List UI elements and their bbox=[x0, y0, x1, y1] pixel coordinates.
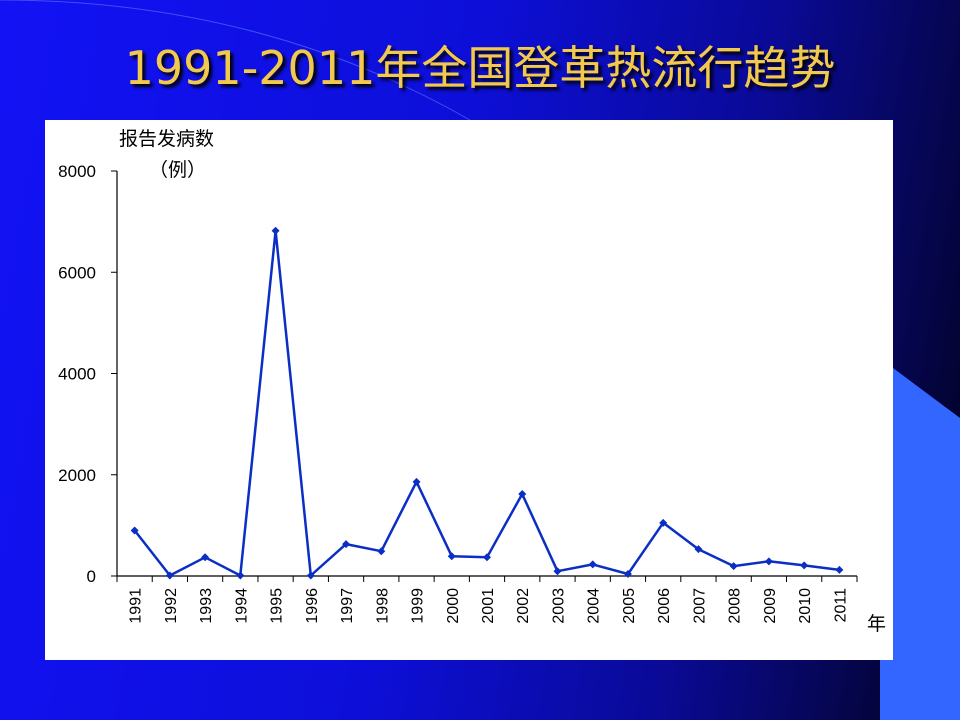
x-tick-label: 2010 bbox=[797, 588, 814, 624]
data-point-marker bbox=[165, 571, 174, 580]
data-point-marker bbox=[800, 561, 809, 570]
x-tick-label: 2000 bbox=[445, 588, 462, 624]
series-line bbox=[133, 229, 840, 577]
data-point-marker bbox=[201, 553, 210, 562]
x-tick-label: 2002 bbox=[515, 588, 532, 624]
y-tick-label: 2000 bbox=[58, 466, 96, 485]
data-point-marker bbox=[694, 545, 703, 554]
data-point-marker bbox=[659, 518, 668, 527]
slide-title: 1991-2011年全国登革热流行趋势 bbox=[124, 41, 836, 95]
data-point-marker bbox=[130, 526, 139, 535]
y-axis-label-line2: （例） bbox=[149, 159, 206, 181]
x-tick-label: 1993 bbox=[198, 588, 215, 624]
x-tick-label: 1992 bbox=[163, 588, 180, 624]
top-arc-decoration bbox=[0, 0, 471, 121]
x-axis-label: 年 bbox=[867, 613, 886, 635]
x-tick-label: 2003 bbox=[550, 588, 567, 624]
x-tick-label: 1999 bbox=[410, 588, 427, 624]
data-point-marker bbox=[764, 557, 773, 566]
data-point-marker bbox=[623, 569, 632, 578]
data-point-marker bbox=[835, 565, 844, 574]
series-group bbox=[130, 226, 844, 580]
axes-group bbox=[116, 171, 857, 577]
x-tick-label: 1996 bbox=[304, 588, 321, 624]
y-tick-label: 0 bbox=[87, 567, 96, 586]
x-tick-label: 1995 bbox=[269, 588, 286, 624]
data-point-marker bbox=[588, 560, 597, 569]
y-tick-label: 4000 bbox=[58, 365, 96, 384]
data-point-marker bbox=[306, 571, 315, 580]
x-tick-label: 1994 bbox=[233, 588, 250, 624]
x-tick-label: 2008 bbox=[727, 588, 744, 624]
y-tick-label: 6000 bbox=[58, 263, 96, 282]
data-point-marker bbox=[236, 571, 245, 580]
x-tick-label: 2011 bbox=[832, 588, 849, 623]
x-tick-label: 2001 bbox=[480, 588, 497, 624]
x-ticks-group: 1991 1992 1993 1994 1995 1996 1997 1998 1999 2000… bbox=[116, 576, 858, 624]
data-point-marker bbox=[483, 553, 491, 562]
y-ticks-group: 0 2000 4000 6000 8000 bbox=[58, 162, 117, 586]
x-tick-label: 2004 bbox=[586, 588, 603, 624]
x-tick-label: 1997 bbox=[339, 588, 356, 624]
chart-panel: 报告发病数 （例） 年 0 2000 4000 6000 8000 1991 1992 19… bbox=[45, 120, 893, 660]
x-tick-label: 2006 bbox=[656, 588, 673, 624]
x-tick-label: 2005 bbox=[621, 588, 638, 624]
corner-decoration bbox=[880, 368, 960, 720]
x-tick-label: 2007 bbox=[691, 588, 708, 624]
y-tick-label: 8000 bbox=[58, 162, 96, 181]
data-point-marker bbox=[342, 540, 351, 549]
y-axis-label-line1: 报告发病数 bbox=[119, 128, 214, 150]
data-point-marker bbox=[412, 477, 421, 486]
data-point-marker bbox=[729, 562, 738, 571]
data-point-marker bbox=[447, 552, 456, 561]
data-point-marker bbox=[271, 226, 280, 235]
data-point-marker bbox=[553, 567, 562, 576]
x-tick-label: 1998 bbox=[374, 588, 391, 624]
x-tick-label: 2009 bbox=[762, 588, 779, 624]
data-point-marker bbox=[518, 489, 527, 498]
x-tick-label: 1991 bbox=[128, 588, 145, 624]
data-point-marker bbox=[377, 547, 386, 556]
